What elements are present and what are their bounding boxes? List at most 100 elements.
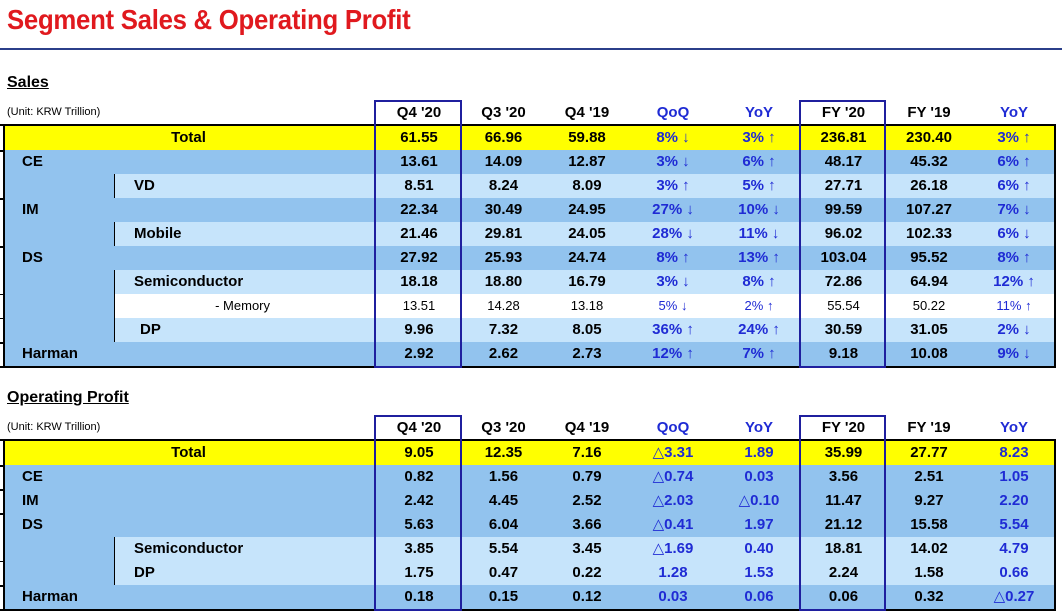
- column-divider: [3, 537, 5, 561]
- value-cell-fy-20-5: 55.54: [827, 298, 860, 313]
- title-rule: [0, 48, 1062, 50]
- value-cell-q3-20-1: 29.81: [484, 225, 523, 242]
- value-cell-yoy-7: 8.23: [999, 444, 1029, 461]
- value-cell-q4-19-2: 0.12: [572, 588, 602, 605]
- value-cell-q3-20-1: 14.09: [484, 153, 523, 170]
- value-cell-q3-20-1: 25.93: [484, 249, 523, 266]
- operating-profit-row-ds: DS 5.63 6.04 3.66 △0.41 1.97 21.12 15.58 5.54: [0, 513, 1062, 537]
- column-divider: [1054, 441, 1056, 465]
- value-cell-q3-20-1: 4.45: [488, 492, 519, 509]
- value-cell-yoy-7: 1.05: [999, 468, 1029, 485]
- row-label-band: [3, 198, 374, 222]
- column-header-yoy-7: YoY: [999, 419, 1029, 436]
- value-cell-fy-20-5: 21.12: [824, 516, 863, 533]
- value-cell-yoy-4: 3% ↑: [742, 129, 776, 146]
- value-cell-yoy-4: 10% ↓: [738, 201, 780, 218]
- row-value-band: [376, 561, 1054, 585]
- row-value-band: [376, 513, 1054, 537]
- sales-row-total: Total 61.55 66.96 59.88 8% ↓ 3% ↑ 236.81 230.40…: [0, 126, 1062, 150]
- row-label-band: [3, 585, 374, 609]
- row-value-band: [376, 537, 1054, 561]
- column-divider: [3, 150, 5, 174]
- value-cell-q3-20-1: 7.32: [488, 321, 519, 338]
- row-label-band: [114, 294, 374, 318]
- value-cell-q4-19-2: 59.88: [568, 129, 606, 146]
- row-label: Harman: [22, 588, 78, 605]
- column-divider: [1054, 294, 1056, 318]
- row-label: DS: [22, 516, 43, 533]
- value-cell-q3-20-1: 30.49: [484, 201, 523, 218]
- value-cell-q4-19-2: 0.79: [572, 468, 602, 485]
- value-cell-q4-19-2: 13.18: [570, 298, 604, 313]
- column-divider: [3, 126, 5, 150]
- operating-profit-row-ce: CE 0.82 1.56 0.79 △0.74 0.03 3.56 2.51 1.05: [0, 465, 1062, 489]
- value-cell-q4-20-0: 2.42: [404, 492, 434, 509]
- value-cell-q3-20-1: 1.56: [488, 468, 519, 485]
- value-cell-fy-20-5: 99.59: [824, 201, 863, 218]
- value-cell-yoy-7: 6% ↑: [997, 153, 1031, 170]
- value-cell-yoy-7: 6% ↑: [997, 177, 1031, 194]
- value-cell-q4-20-0: 22.34: [400, 201, 438, 218]
- row-parent-band: [3, 318, 114, 342]
- row-label: DP: [134, 564, 155, 581]
- value-cell-yoy-7: 3% ↑: [997, 129, 1031, 146]
- value-cell-fy-19-6: 10.08: [910, 345, 948, 362]
- value-cell-fy-20-5: 48.17: [824, 153, 863, 170]
- row-label-band: [114, 174, 374, 198]
- value-cell-qoq-3: 3% ↓: [656, 273, 690, 290]
- value-cell-yoy-7: 5.54: [999, 516, 1029, 533]
- column-divider: [3, 489, 5, 513]
- value-cell-q4-20-0: 18.18: [400, 273, 438, 290]
- value-cell-qoq-3: △1.69: [652, 540, 694, 557]
- column-divider: [3, 270, 5, 294]
- column-divider: [1054, 174, 1056, 198]
- row-label: VD: [134, 177, 155, 194]
- value-cell-q4-19-2: 24.95: [568, 201, 606, 218]
- value-cell-fy-20-5: 30.59: [824, 321, 863, 338]
- value-cell-yoy-4: 5% ↑: [742, 177, 776, 194]
- value-cell-qoq-3: △3.31: [652, 444, 694, 461]
- value-cell-qoq-3: 12% ↑: [652, 345, 694, 362]
- indent-divider: [114, 318, 115, 342]
- value-cell-fy-20-5: 0.06: [828, 588, 859, 605]
- indent-divider: [114, 537, 115, 561]
- row-value-band: [376, 489, 1054, 513]
- indent-divider: [114, 174, 115, 198]
- value-cell-yoy-4: 11% ↓: [738, 225, 780, 242]
- column-divider: [1054, 489, 1056, 513]
- value-cell-qoq-3: 27% ↓: [652, 201, 694, 218]
- indent-divider: [114, 222, 115, 246]
- column-divider: [1054, 270, 1056, 294]
- value-cell-q4-19-2: 8.05: [572, 321, 602, 338]
- value-cell-fy-19-6: 107.27: [906, 201, 952, 218]
- value-cell-q3-20-1: 2.62: [488, 345, 519, 362]
- row-label-band: [114, 270, 374, 294]
- value-cell-fy-20-5: 9.18: [828, 345, 859, 362]
- value-cell-fy-19-6: 45.32: [910, 153, 948, 170]
- value-cell-fy-19-6: 230.40: [906, 129, 952, 146]
- table-bottom-rule: [0, 609, 1056, 611]
- value-cell-fy-20-5: 27.71: [824, 177, 863, 194]
- value-cell-fy-19-6: 15.58: [910, 516, 948, 533]
- column-header-qoq-3: QoQ: [656, 419, 690, 436]
- value-cell-yoy-4: 24% ↑: [738, 321, 780, 338]
- value-cell-q4-19-2: 2.52: [572, 492, 602, 509]
- row-label: CE: [22, 153, 43, 170]
- row-parent-band: [3, 174, 114, 198]
- value-cell-yoy-7: 2.20: [999, 492, 1029, 509]
- value-cell-yoy-4: 1.97: [744, 516, 774, 533]
- value-cell-fy-19-6: 9.27: [914, 492, 944, 509]
- column-divider: [3, 561, 5, 585]
- column-divider: [3, 585, 5, 609]
- value-cell-qoq-3: 28% ↓: [652, 225, 694, 242]
- value-cell-q4-19-2: 24.05: [568, 225, 606, 242]
- value-cell-q4-20-0: 0.82: [404, 468, 434, 485]
- operating-profit-row-im: IM 2.42 4.45 2.52 △2.03 △0.10 11.47 9.27 2.20: [0, 489, 1062, 513]
- row-label: DS: [22, 249, 43, 266]
- row-value-band: [376, 342, 1054, 366]
- value-cell-yoy-4: 1.53: [744, 564, 774, 581]
- row-label-band: [3, 126, 374, 150]
- value-cell-yoy-4: 7% ↑: [742, 345, 776, 362]
- value-cell-yoy-7: 12% ↑: [993, 273, 1035, 290]
- column-divider: [1054, 465, 1056, 489]
